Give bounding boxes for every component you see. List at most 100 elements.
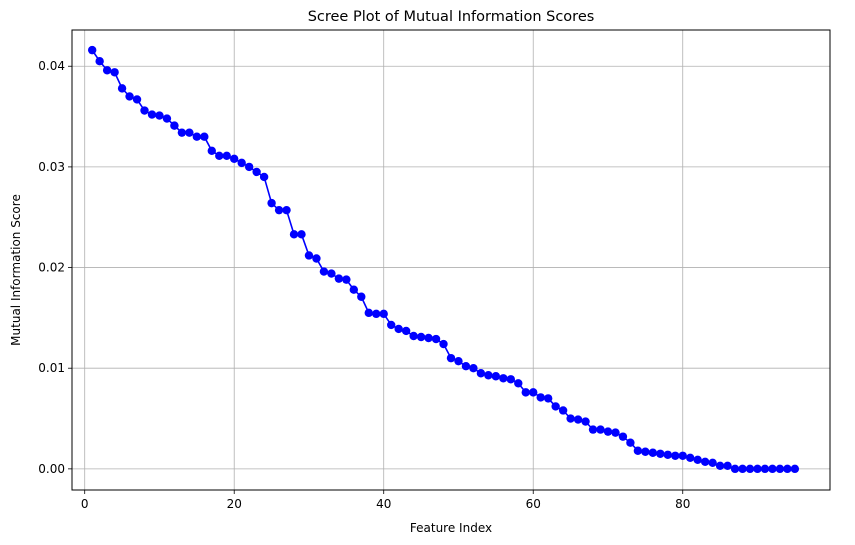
data-point bbox=[626, 438, 635, 447]
data-point bbox=[760, 464, 770, 474]
data-point bbox=[147, 110, 157, 119]
data-point bbox=[334, 274, 344, 283]
data-point bbox=[551, 402, 560, 411]
data-point bbox=[192, 132, 202, 141]
data-point bbox=[671, 451, 680, 460]
data-point bbox=[783, 464, 792, 474]
data-point bbox=[95, 57, 104, 66]
data-point bbox=[529, 388, 538, 397]
data-point bbox=[394, 324, 403, 334]
x-tick-label: 40 bbox=[376, 497, 391, 511]
data-point bbox=[573, 415, 583, 424]
data-point bbox=[230, 154, 239, 164]
data-point bbox=[222, 151, 231, 161]
y-tick-label: 0.02 bbox=[38, 261, 65, 275]
data-point bbox=[484, 371, 493, 380]
data-point bbox=[409, 331, 418, 341]
data-point bbox=[596, 425, 605, 434]
data-point bbox=[342, 275, 351, 284]
x-tick-label: 20 bbox=[227, 497, 242, 511]
data-point bbox=[753, 464, 762, 474]
data-point bbox=[401, 326, 411, 336]
data-point bbox=[125, 92, 134, 101]
data-point bbox=[491, 372, 501, 381]
data-point bbox=[349, 285, 359, 294]
data-point bbox=[715, 461, 725, 471]
data-point bbox=[446, 353, 456, 363]
data-point bbox=[708, 458, 717, 468]
data-point bbox=[87, 45, 97, 55]
data-point bbox=[207, 146, 216, 155]
data-point bbox=[162, 114, 172, 123]
y-axis-label: Mutual Information Score bbox=[9, 194, 23, 346]
data-point bbox=[663, 450, 672, 459]
data-point bbox=[581, 417, 590, 426]
data-point bbox=[170, 121, 179, 130]
y-tick-label: 0.03 bbox=[38, 160, 65, 174]
data-point bbox=[185, 128, 194, 137]
data-point bbox=[431, 334, 441, 344]
data-point bbox=[461, 361, 471, 371]
data-point bbox=[200, 132, 209, 141]
data-point bbox=[274, 205, 284, 215]
data-point bbox=[745, 464, 755, 474]
data-point bbox=[603, 427, 613, 436]
data-point bbox=[678, 451, 687, 460]
data-point bbox=[416, 332, 426, 342]
data-point bbox=[117, 84, 127, 93]
data-point bbox=[506, 375, 516, 384]
data-point bbox=[611, 428, 620, 437]
data-point bbox=[476, 369, 486, 378]
data-point bbox=[312, 254, 321, 263]
data-point bbox=[424, 333, 433, 343]
data-point bbox=[514, 379, 523, 388]
data-points bbox=[87, 45, 800, 474]
data-point bbox=[132, 95, 142, 104]
data-point bbox=[588, 425, 598, 434]
data-point bbox=[386, 320, 396, 330]
data-point bbox=[558, 406, 568, 415]
series-line bbox=[91, 49, 795, 470]
data-point bbox=[110, 68, 119, 77]
data-point bbox=[140, 106, 149, 115]
data-point bbox=[289, 230, 299, 239]
data-point bbox=[566, 414, 575, 423]
data-point bbox=[790, 464, 800, 474]
data-point bbox=[102, 66, 112, 75]
data-point bbox=[768, 464, 777, 474]
y-tick-label: 0.04 bbox=[38, 59, 65, 73]
data-point bbox=[723, 461, 732, 471]
data-point bbox=[521, 388, 530, 397]
data-point bbox=[454, 356, 463, 366]
y-tick-label: 0.00 bbox=[38, 462, 65, 476]
data-point bbox=[364, 308, 373, 318]
data-point bbox=[304, 251, 314, 260]
data-point bbox=[686, 453, 695, 462]
data-point bbox=[379, 309, 388, 319]
data-point bbox=[656, 449, 665, 458]
data-point bbox=[319, 267, 329, 276]
data-point bbox=[536, 393, 545, 402]
data-point bbox=[469, 364, 478, 373]
data-point bbox=[282, 205, 291, 215]
data-point bbox=[177, 128, 187, 137]
data-point bbox=[259, 172, 269, 182]
data-point bbox=[543, 394, 553, 403]
data-point bbox=[738, 464, 747, 474]
y-axis-ticks: 0.00 0.01 0.02 0.03 0.04 bbox=[38, 59, 72, 476]
data-point bbox=[267, 198, 276, 208]
data-point bbox=[775, 464, 785, 474]
data-point bbox=[633, 446, 643, 455]
x-tick-label: 80 bbox=[675, 497, 690, 511]
data-point bbox=[372, 309, 381, 319]
data-point bbox=[499, 374, 508, 383]
x-tick-label: 0 bbox=[81, 497, 89, 511]
data-point bbox=[648, 448, 658, 457]
plot-frame bbox=[71, 29, 831, 491]
y-tick-label: 0.01 bbox=[38, 361, 65, 375]
data-point bbox=[700, 457, 710, 467]
data-point bbox=[357, 292, 366, 301]
data-point bbox=[297, 230, 306, 239]
data-point bbox=[327, 269, 336, 278]
gridlines bbox=[72, 30, 830, 490]
